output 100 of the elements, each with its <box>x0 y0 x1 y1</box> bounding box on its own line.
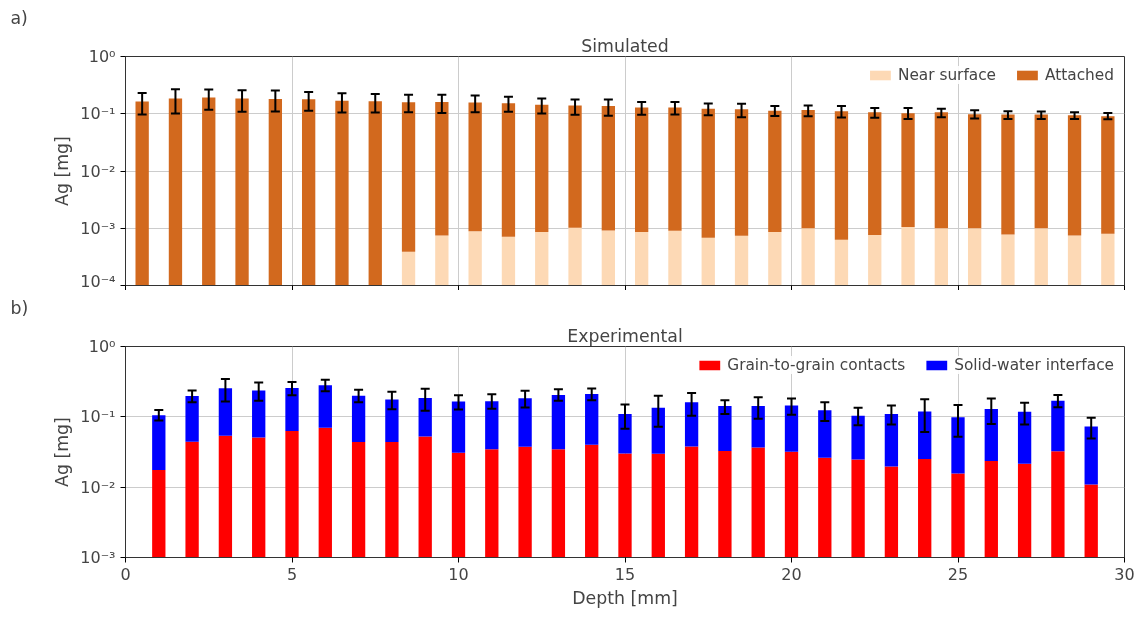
bar <box>784 451 799 558</box>
y-tick-label: 10⁻¹ <box>80 407 116 427</box>
bar <box>218 435 233 558</box>
bar <box>801 110 815 229</box>
bar <box>1084 484 1098 558</box>
bar <box>535 232 549 286</box>
bar <box>784 405 799 452</box>
bar <box>901 227 915 286</box>
bar <box>168 98 183 286</box>
x-axis-title: Depth [mm] <box>572 587 678 608</box>
bar <box>152 415 166 470</box>
bar <box>884 413 899 467</box>
y-tick-label: 10⁻³ <box>80 548 116 567</box>
bar <box>351 395 366 443</box>
bar <box>1017 463 1032 558</box>
bar <box>818 457 832 558</box>
bar <box>768 232 782 286</box>
x-tick-label: 30 <box>1114 564 1135 584</box>
bar <box>651 407 665 454</box>
bar <box>734 235 749 286</box>
chart-title: Simulated <box>581 35 669 56</box>
bar <box>701 108 715 238</box>
bar <box>468 231 482 286</box>
bar <box>485 449 499 558</box>
y-tick-label: 10⁻¹ <box>80 104 116 124</box>
bar <box>1101 233 1115 286</box>
bar <box>585 444 599 558</box>
bar <box>551 449 566 558</box>
bar <box>518 398 532 447</box>
bar <box>684 446 699 558</box>
y-tick-label: 10⁰ <box>88 337 116 356</box>
y-axis-title: Ag [mg] <box>52 417 73 487</box>
bar <box>1051 400 1065 452</box>
bar <box>634 107 649 232</box>
bar <box>601 105 616 231</box>
bar <box>235 98 249 286</box>
bar <box>668 230 682 286</box>
bar <box>401 251 416 286</box>
y-axis-title: Ag [mg] <box>52 136 73 206</box>
bar <box>751 406 765 448</box>
bar <box>934 112 949 229</box>
bar <box>501 236 516 286</box>
bar <box>884 466 899 558</box>
text: b) <box>10 297 29 318</box>
bar <box>1067 235 1082 286</box>
bar <box>601 230 616 286</box>
x-tick-label: 15 <box>614 564 636 584</box>
bar <box>1034 228 1048 286</box>
bar <box>834 239 849 286</box>
bar <box>1084 426 1098 485</box>
bar <box>668 107 682 231</box>
bar <box>684 402 699 447</box>
bar <box>651 453 665 558</box>
bar <box>934 228 949 286</box>
x-tick-label: 0 <box>120 564 131 584</box>
bar <box>535 104 549 232</box>
bar <box>967 228 982 286</box>
chart-title: Experimental <box>567 325 683 346</box>
bar <box>252 390 266 438</box>
bar <box>468 102 482 232</box>
bar <box>435 102 449 236</box>
x-tick-label: 10 <box>448 564 469 584</box>
bar <box>351 442 366 558</box>
bar <box>318 385 332 428</box>
x-tick-label: 25 <box>947 564 969 584</box>
y-tick-label: 10⁻² <box>80 477 116 497</box>
bar <box>418 436 432 558</box>
bar <box>851 459 865 558</box>
bar <box>285 430 299 558</box>
bar <box>418 398 432 437</box>
bar <box>634 232 649 286</box>
bar <box>718 450 732 558</box>
bar <box>1051 451 1065 558</box>
bar <box>385 399 399 443</box>
x-tick-label: 20 <box>781 564 802 584</box>
bar <box>285 388 299 431</box>
bar <box>718 406 732 451</box>
bar <box>801 228 815 286</box>
bar <box>951 417 965 474</box>
legend-label: Grain-to-grain contacts <box>727 356 906 374</box>
bar <box>568 227 582 286</box>
bar <box>185 395 199 442</box>
bar <box>967 114 982 229</box>
text: a) <box>10 7 28 28</box>
bar <box>618 453 632 558</box>
bar <box>1017 411 1032 464</box>
bar <box>568 105 582 228</box>
x-tick-label: 5 <box>286 564 298 584</box>
bar <box>385 442 399 558</box>
bar <box>768 110 782 232</box>
bar <box>918 458 932 558</box>
bar <box>435 235 449 286</box>
bar <box>185 441 199 558</box>
bar <box>868 235 882 286</box>
y-tick-label: 10⁻² <box>80 161 116 181</box>
bar <box>318 427 332 558</box>
bar <box>618 413 632 454</box>
bar <box>1001 114 1015 235</box>
bar <box>1101 116 1115 234</box>
bar <box>268 99 283 286</box>
